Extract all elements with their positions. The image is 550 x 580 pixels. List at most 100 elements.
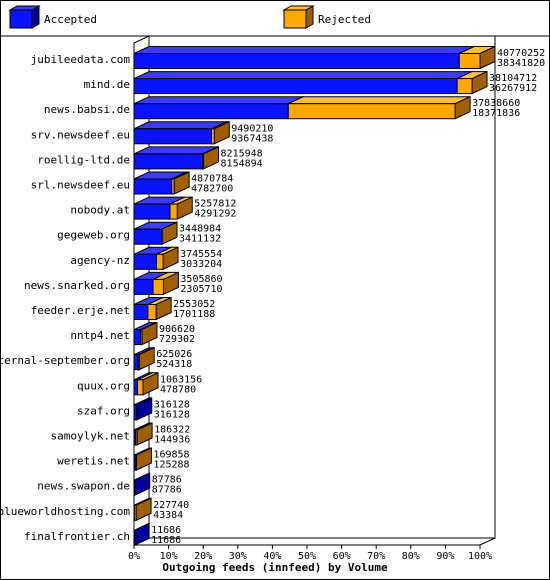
bar-rejected xyxy=(147,296,172,321)
bars xyxy=(133,45,496,547)
total-value-label: 4870784 xyxy=(191,174,233,185)
total-value-label: 1063156 xyxy=(160,374,202,385)
total-value-label: 8215948 xyxy=(221,148,263,159)
bar-rejected-front xyxy=(135,429,138,446)
bar-rejected-front xyxy=(169,203,178,220)
x-tick-label: 0% xyxy=(128,551,140,562)
bar-rejected xyxy=(171,171,190,195)
category-label: blueworldhosting.com xyxy=(0,505,130,518)
bar-row xyxy=(133,447,152,471)
bar-row xyxy=(133,497,152,522)
legend-label: Accepted xyxy=(44,13,97,26)
total-value-label: 5257812 xyxy=(194,199,236,210)
legend: Accepted Rejected xyxy=(8,5,371,29)
bar-rejected xyxy=(133,497,152,522)
accepted-value-label: 3033204 xyxy=(180,259,222,270)
bar-rejected-front xyxy=(134,454,137,471)
bar-accepted xyxy=(133,397,153,421)
bar-row xyxy=(133,70,488,95)
category-label: weretis.net xyxy=(57,455,130,468)
total-value-label: 906620 xyxy=(159,324,195,335)
bar-row xyxy=(133,246,179,271)
bar-accepted xyxy=(133,472,151,496)
total-value-label: 2553052 xyxy=(173,299,215,310)
bar-rejected xyxy=(134,447,152,471)
category-label: eternal-september.org xyxy=(0,354,130,367)
bar-rejected-front xyxy=(136,379,144,396)
bar-accepted xyxy=(133,522,150,547)
accepted-value-label: 18371836 xyxy=(472,108,520,119)
bar-accepted-front xyxy=(133,404,138,421)
bar-rejected-front xyxy=(161,228,163,245)
category-label: news.babsi.de xyxy=(44,103,130,116)
bar-row xyxy=(133,221,178,245)
bar-accepted-front xyxy=(133,304,149,320)
bar-row xyxy=(133,321,158,346)
bar-accepted-front xyxy=(133,178,173,195)
bar-row xyxy=(133,95,471,120)
total-value-label: 40770252 xyxy=(497,48,545,59)
bar-accepted-top xyxy=(133,71,473,80)
x-tick-label: 50% xyxy=(298,551,316,562)
bar-row xyxy=(133,146,220,170)
accepted-value-label: 8154894 xyxy=(221,158,263,169)
category-label: srv.newsdeef.eu xyxy=(31,128,130,141)
bar-row xyxy=(133,196,193,220)
category-label: nntp4.net xyxy=(70,329,130,342)
bar-rejected xyxy=(140,321,158,346)
x-tick-label: 20% xyxy=(194,551,212,562)
accepted-value-label: 144936 xyxy=(154,435,190,446)
x-tick-label: 70% xyxy=(367,551,385,562)
bar-rejected-front xyxy=(171,178,175,195)
total-value-label: 3745554 xyxy=(180,249,222,260)
accepted-value-label: 36267912 xyxy=(489,83,537,94)
x-tick-label: 90% xyxy=(436,551,454,562)
bar-rejected xyxy=(169,196,193,220)
bar-accepted-front xyxy=(133,128,213,145)
category-label: agency-nz xyxy=(70,254,130,267)
bar-row xyxy=(133,372,159,396)
category-label: srl.newsdeef.eu xyxy=(31,179,130,192)
bar-rejected-front xyxy=(211,128,215,145)
bar-accepted-front xyxy=(133,529,135,546)
accepted-value-label: 478780 xyxy=(160,384,196,395)
accepted-value-label: 4782700 xyxy=(191,184,233,195)
bar-accepted-front xyxy=(133,78,458,95)
total-value-label: 3505860 xyxy=(180,274,222,285)
bar-row xyxy=(133,296,172,321)
bar-accepted-front xyxy=(133,329,142,346)
bar-row xyxy=(133,346,155,371)
bar-accepted-front xyxy=(133,203,171,220)
bar-row xyxy=(133,45,496,70)
x-tick-label: 40% xyxy=(263,551,281,562)
category-label: gegeweb.org xyxy=(57,229,130,242)
bar-accepted xyxy=(133,70,473,95)
bar-rejected-front xyxy=(202,153,205,170)
category-label: jubileedata.com xyxy=(31,53,131,66)
accepted-value-label: 4291292 xyxy=(194,209,236,220)
bar-rejected-front xyxy=(137,354,140,371)
bar-rejected xyxy=(161,221,178,245)
total-value-label: 38104712 xyxy=(489,73,537,84)
legend-item-rejected: Rejected xyxy=(282,5,371,29)
total-value-label: 9490210 xyxy=(231,123,273,134)
category-label: news.snarked.org xyxy=(24,279,130,292)
bar-rejected-front xyxy=(140,329,143,346)
bar-rejected-front xyxy=(152,278,164,295)
accepted-value-label: 524318 xyxy=(156,359,192,370)
accepted-value-label: 43384 xyxy=(153,510,183,521)
bar-row xyxy=(133,472,151,496)
legend-swatch xyxy=(9,9,33,29)
bar-rejected-front xyxy=(147,304,157,320)
category-label: news.swapon.de xyxy=(37,480,130,493)
x-axis-title: Outgoing feeds (innfeed) by Volume xyxy=(162,561,388,574)
x-tick-label: 30% xyxy=(229,551,247,562)
total-value-label: 11686 xyxy=(151,525,181,536)
x-tick-label: 10% xyxy=(160,551,178,562)
accepted-value-label: 9367438 xyxy=(231,133,273,144)
bar-rejected-front xyxy=(155,253,164,270)
bar-accepted-front xyxy=(133,253,157,270)
bar-accepted xyxy=(133,95,304,120)
accepted-value-label: 11686 xyxy=(151,535,181,546)
